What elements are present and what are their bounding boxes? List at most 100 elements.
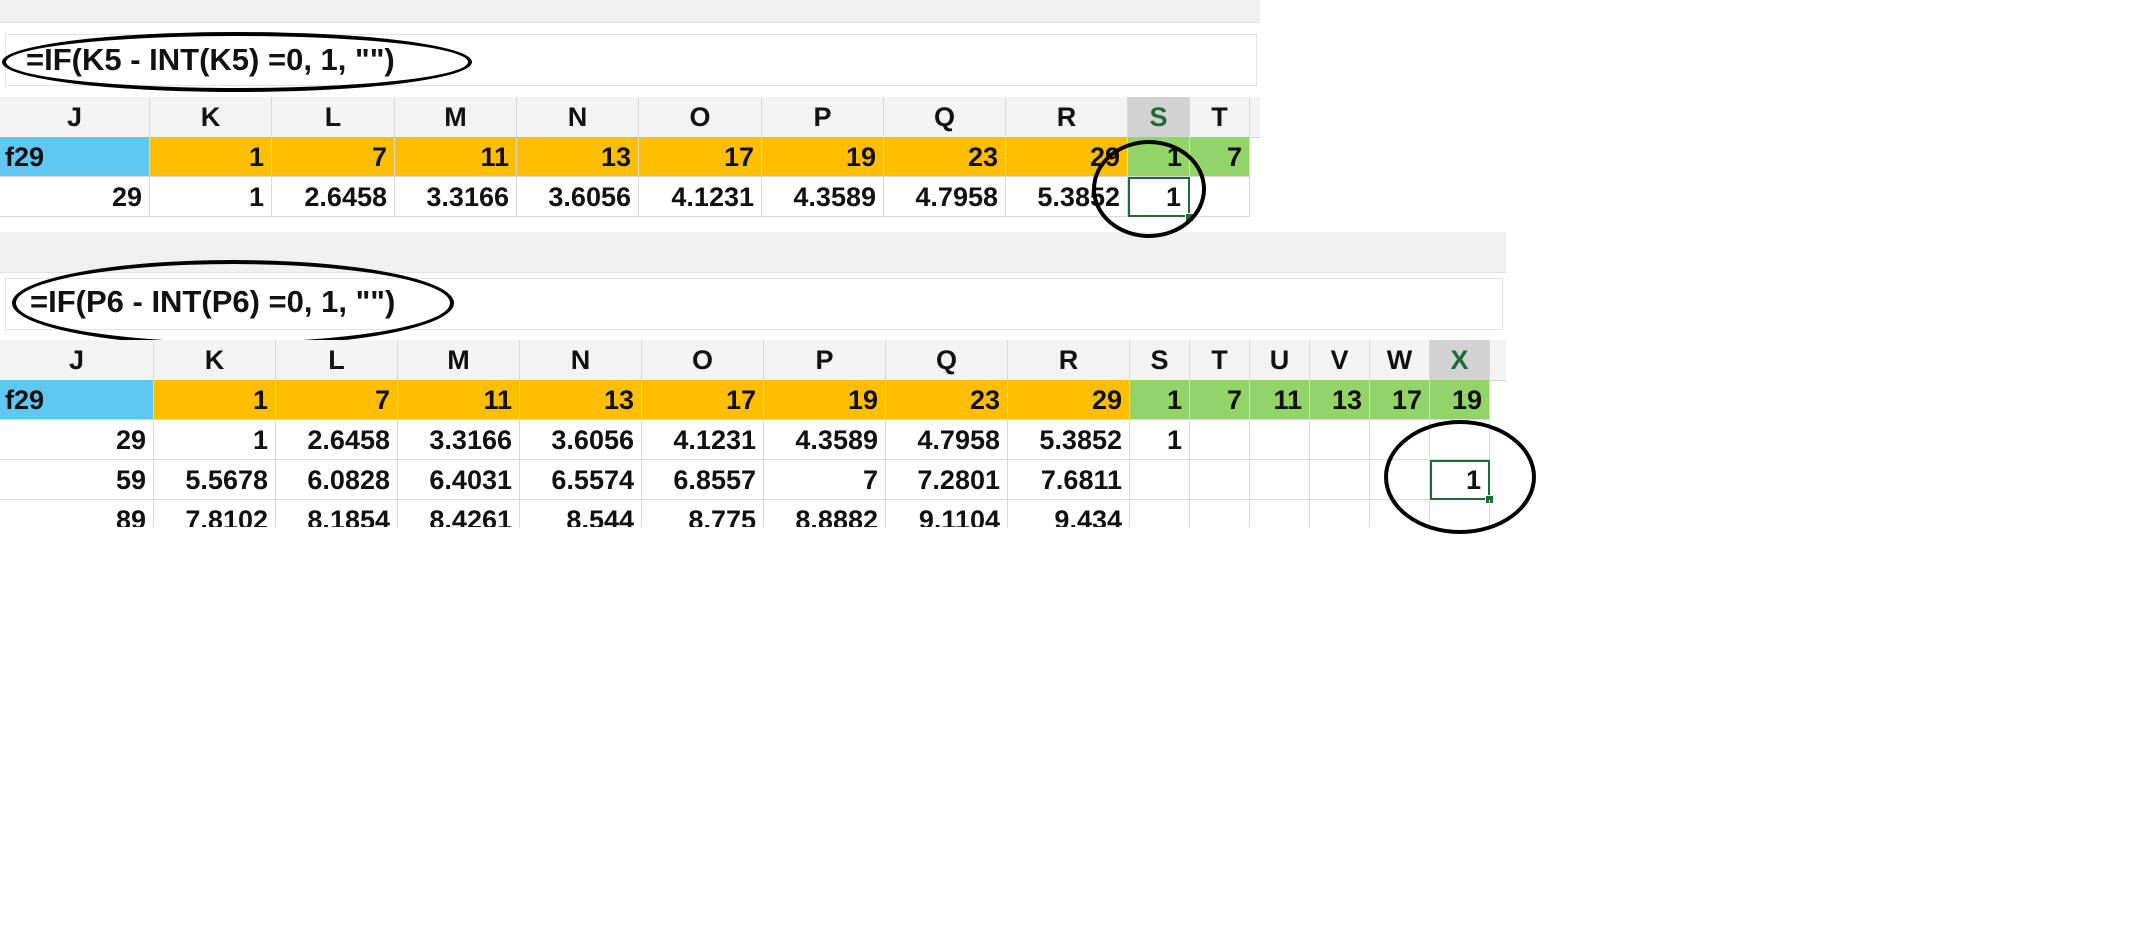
cell-value[interactable]: 59 xyxy=(0,460,154,500)
cell-value[interactable] xyxy=(1310,460,1370,500)
cell-value[interactable]: 3.3166 xyxy=(395,177,517,217)
column-header-t[interactable]: T xyxy=(1190,97,1250,137)
cell-factor[interactable]: 29 xyxy=(1008,380,1130,420)
column-header-k[interactable]: K xyxy=(150,97,272,137)
column-header-q[interactable]: Q xyxy=(884,97,1006,137)
cell-value[interactable] xyxy=(1310,420,1370,460)
cell-value[interactable] xyxy=(1250,500,1310,527)
cell-value[interactable]: 3.6056 xyxy=(517,177,639,217)
cell-value[interactable] xyxy=(1190,500,1250,527)
cell-label-f29[interactable]: f29 xyxy=(0,137,150,177)
cell-factor[interactable]: 17 xyxy=(642,380,764,420)
column-header-m[interactable]: M xyxy=(395,97,517,137)
column-header-o[interactable]: O xyxy=(642,340,764,380)
cell-factor[interactable]: 11 xyxy=(395,137,517,177)
column-header-r[interactable]: R xyxy=(1006,97,1128,137)
cell-value[interactable] xyxy=(1250,420,1310,460)
cell-value[interactable] xyxy=(1190,177,1250,217)
cell-factor[interactable]: 23 xyxy=(884,137,1006,177)
cell-value[interactable]: 4.3589 xyxy=(764,420,886,460)
cell-factor[interactable]: 13 xyxy=(517,137,639,177)
cell-value[interactable]: 6.0828 xyxy=(276,460,398,500)
column-header-q[interactable]: Q xyxy=(886,340,1008,380)
column-header-l[interactable]: L xyxy=(272,97,395,137)
column-header-n[interactable]: N xyxy=(517,97,639,137)
cell-value[interactable] xyxy=(1250,460,1310,500)
column-header-k[interactable]: K xyxy=(154,340,276,380)
clipped-row-fragment xyxy=(0,232,1506,250)
cell-factor[interactable]: 19 xyxy=(764,380,886,420)
cell-value[interactable]: 89 xyxy=(0,500,154,527)
cell-value[interactable]: 8.544 xyxy=(520,500,642,527)
cell-result-header[interactable]: 11 xyxy=(1250,380,1310,420)
cell-factor[interactable]: 1 xyxy=(154,380,276,420)
cell-value[interactable]: 6.4031 xyxy=(398,460,520,500)
cell-value[interactable] xyxy=(1310,500,1370,527)
cell-value[interactable]: 2.6458 xyxy=(276,420,398,460)
cell-result-header[interactable]: 17 xyxy=(1370,380,1430,420)
cell-value[interactable]: 1 xyxy=(154,420,276,460)
cell-value[interactable]: 4.1231 xyxy=(639,177,762,217)
column-header-r[interactable]: R xyxy=(1008,340,1130,380)
cell-value[interactable]: 8.4261 xyxy=(398,500,520,527)
column-header-p[interactable]: P xyxy=(764,340,886,380)
cell-annotation-oval xyxy=(1384,420,1536,534)
cell-value[interactable]: 4.7958 xyxy=(884,177,1006,217)
cell-value[interactable]: 7.8102 xyxy=(154,500,276,527)
cell-value[interactable]: 4.3589 xyxy=(762,177,884,217)
toolbar-strip xyxy=(0,250,1506,273)
column-header-j[interactable]: J xyxy=(0,340,154,380)
cell-value[interactable]: 4.1231 xyxy=(642,420,764,460)
cell-value[interactable]: 7 xyxy=(764,460,886,500)
column-header-n[interactable]: N xyxy=(520,340,642,380)
cell-result-header[interactable]: 13 xyxy=(1310,380,1370,420)
cell-result-header[interactable]: 7 xyxy=(1190,380,1250,420)
cell-value[interactable]: 1 xyxy=(150,177,272,217)
cell-value[interactable]: 1 xyxy=(1130,420,1190,460)
cell-value[interactable]: 9.434 xyxy=(1008,500,1130,527)
cell-factor[interactable]: 13 xyxy=(520,380,642,420)
cell-value[interactable] xyxy=(1190,460,1250,500)
cell-value[interactable]: 6.8557 xyxy=(642,460,764,500)
cell-value[interactable]: 6.5574 xyxy=(520,460,642,500)
column-header-s[interactable]: S xyxy=(1130,340,1190,380)
cell-factor[interactable]: 23 xyxy=(886,380,1008,420)
cell-value[interactable]: 8.775 xyxy=(642,500,764,527)
cell-value[interactable]: 7.6811 xyxy=(1008,460,1130,500)
cell-value[interactable] xyxy=(1130,500,1190,527)
cell-value[interactable]: 29 xyxy=(0,420,154,460)
cell-value[interactable]: 3.3166 xyxy=(398,420,520,460)
cell-factor[interactable]: 17 xyxy=(639,137,762,177)
cell-value[interactable]: 5.3852 xyxy=(1008,420,1130,460)
column-header-v[interactable]: V xyxy=(1310,340,1370,380)
cell-factor[interactable]: 1 xyxy=(150,137,272,177)
column-header-w[interactable]: W xyxy=(1370,340,1430,380)
cell-value[interactable]: 29 xyxy=(0,177,150,217)
cell-result-header[interactable]: 19 xyxy=(1430,380,1490,420)
column-header-p[interactable]: P xyxy=(762,97,884,137)
cell-value[interactable]: 7.2801 xyxy=(886,460,1008,500)
column-header-l[interactable]: L xyxy=(276,340,398,380)
cell-result-header[interactable]: 1 xyxy=(1130,380,1190,420)
cell-value[interactable]: 8.1854 xyxy=(276,500,398,527)
cell-label-f29[interactable]: f29 xyxy=(0,380,154,420)
column-header-m[interactable]: M xyxy=(398,340,520,380)
cell-value[interactable] xyxy=(1190,420,1250,460)
cell-value[interactable]: 9.1104 xyxy=(886,500,1008,527)
cell-factor[interactable]: 19 xyxy=(762,137,884,177)
cell-value[interactable]: 4.7958 xyxy=(886,420,1008,460)
cell-value[interactable]: 3.6056 xyxy=(520,420,642,460)
column-header-j[interactable]: J xyxy=(0,97,150,137)
column-header-o[interactable]: O xyxy=(639,97,762,137)
cell-factor[interactable]: 11 xyxy=(398,380,520,420)
cell-value[interactable]: 5.5678 xyxy=(154,460,276,500)
column-header-s-selected[interactable]: S xyxy=(1128,97,1190,137)
column-header-u[interactable]: U xyxy=(1250,340,1310,380)
cell-value[interactable]: 2.6458 xyxy=(272,177,395,217)
cell-factor[interactable]: 7 xyxy=(272,137,395,177)
column-header-t[interactable]: T xyxy=(1190,340,1250,380)
column-header-x-selected[interactable]: X xyxy=(1430,340,1490,380)
cell-factor[interactable]: 7 xyxy=(276,380,398,420)
cell-value[interactable] xyxy=(1130,460,1190,500)
cell-value[interactable]: 8.8882 xyxy=(764,500,886,527)
